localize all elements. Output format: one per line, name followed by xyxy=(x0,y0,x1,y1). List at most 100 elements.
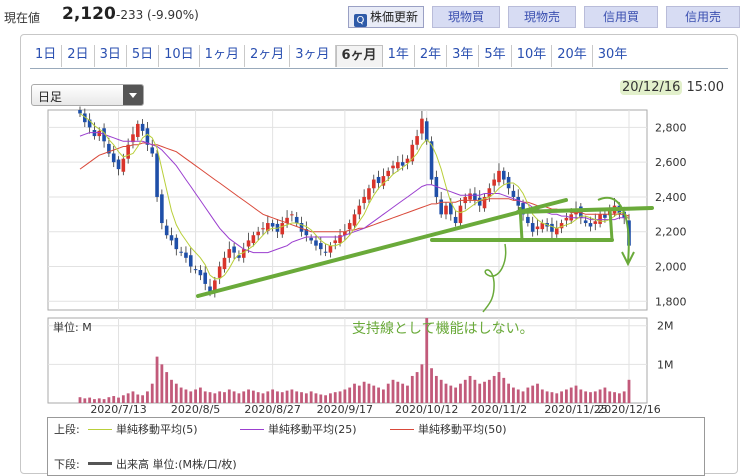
candle-body xyxy=(184,252,188,258)
volume-bar xyxy=(579,389,583,403)
volume-bar xyxy=(184,389,188,403)
candle-body xyxy=(169,235,174,241)
legend-upper-label: 上段: xyxy=(54,423,80,436)
period-select[interactable]: 日足 xyxy=(31,84,144,106)
volume-bar xyxy=(381,389,385,403)
volume-bar xyxy=(276,391,279,403)
volume-bar xyxy=(146,391,149,403)
volume-y-tick: 1M xyxy=(657,358,674,371)
candle-body xyxy=(497,170,501,183)
candle-body xyxy=(362,196,366,204)
range-tab-10[interactable]: 2年 xyxy=(415,45,448,67)
volume-bar xyxy=(256,392,260,403)
volume-bar xyxy=(247,389,250,403)
price-y-tick: 1,800 xyxy=(655,295,687,308)
legend-ma5: 単純移動平均(5) xyxy=(88,421,198,437)
candle-body xyxy=(241,249,246,258)
candle-body xyxy=(318,243,323,250)
chart-timestamp: 20/12/16 15:00 xyxy=(620,80,724,95)
range-tab-9[interactable]: 1年 xyxy=(383,45,415,67)
volume-bar xyxy=(88,397,92,403)
volume-bar xyxy=(420,364,424,403)
range-tab-13[interactable]: 10年 xyxy=(512,45,553,67)
volume-bar xyxy=(536,383,539,403)
candle-body xyxy=(107,143,111,154)
range-tab-1[interactable]: 2日 xyxy=(62,45,95,67)
range-tab-5[interactable]: 1ヶ月 xyxy=(200,45,245,67)
callout-line-drawing xyxy=(482,243,507,313)
candle-body xyxy=(78,110,82,114)
volume-bar xyxy=(560,391,563,403)
legend-lower-label: 下段: xyxy=(54,458,80,471)
candle-body xyxy=(126,144,130,159)
refresh-icon: Q xyxy=(353,14,367,27)
volume-bar xyxy=(410,375,414,403)
volume-bar xyxy=(487,379,491,403)
volume-bar xyxy=(174,383,178,403)
range-tab-3[interactable]: 5日 xyxy=(127,45,160,67)
candle-body xyxy=(487,188,492,197)
candle-body xyxy=(444,205,448,215)
range-tabs: 1日 2日 3日 5日 10日 1ヶ月 2ヶ月 3ヶ月 6ヶ月 1年 2年 3年 5年 10年 20年 30年 xyxy=(30,45,632,67)
volume-bar xyxy=(121,395,125,403)
cash-sell-button[interactable]: 現物売 xyxy=(508,6,576,28)
range-tab-7[interactable]: 3ヶ月 xyxy=(290,45,336,67)
cash-buy-button[interactable]: 現物買 xyxy=(432,6,500,28)
volume-bar xyxy=(353,383,356,403)
candle-body xyxy=(290,214,294,216)
volume-bar xyxy=(304,393,308,403)
volume-bar xyxy=(473,379,477,403)
volume-bar xyxy=(593,391,597,403)
candle-body xyxy=(593,221,598,224)
candle-body xyxy=(492,179,496,186)
volume-bar xyxy=(444,383,448,403)
price-y-tick: 2,200 xyxy=(655,226,687,239)
candle-body xyxy=(217,266,222,278)
candle-body xyxy=(511,190,516,197)
candle-body xyxy=(381,176,386,186)
volume-bar xyxy=(309,391,313,403)
candle-body xyxy=(150,147,155,154)
candle-body xyxy=(111,153,116,163)
candle-body xyxy=(270,223,275,227)
volume-bar xyxy=(189,391,193,403)
volume-bar xyxy=(468,375,472,403)
legend-volume: 出来高 単位:(M株/口/枚) xyxy=(88,456,237,472)
candle-body xyxy=(285,217,289,224)
legend-ma25: 単純移動平均(25) xyxy=(240,421,357,437)
range-tab-12[interactable]: 5年 xyxy=(479,45,512,67)
candle-body xyxy=(131,134,135,143)
volume-bar xyxy=(203,391,207,403)
candle-body xyxy=(116,159,121,170)
range-tab-15[interactable]: 30年 xyxy=(597,47,628,62)
legend-ma50: 単純移動平均(50) xyxy=(390,421,507,437)
range-tab-11[interactable]: 3年 xyxy=(447,45,480,67)
legend-ma25-label: 単純移動平均(25) xyxy=(268,423,357,436)
candle-body xyxy=(97,130,102,137)
volume-bar xyxy=(516,389,520,403)
x-tick-label: 2020/11/2 xyxy=(471,403,527,416)
range-tab-6[interactable]: 2ヶ月 xyxy=(245,45,291,67)
range-tab-0[interactable]: 1日 xyxy=(30,45,63,67)
volume-bar xyxy=(574,385,578,403)
volume-bar xyxy=(266,391,270,403)
candle-body xyxy=(449,203,453,215)
range-tab-8[interactable]: 6ヶ月 xyxy=(335,45,383,67)
volume-bar xyxy=(126,393,130,403)
range-tab-4[interactable]: 10日 xyxy=(159,45,200,67)
margin-buy-button[interactable]: 信用買 xyxy=(584,6,658,28)
candle-body xyxy=(140,123,145,131)
volume-bar xyxy=(107,397,111,403)
volume-bar xyxy=(194,389,197,403)
range-tab-14[interactable]: 20年 xyxy=(552,45,593,67)
range-tab-2[interactable]: 3日 xyxy=(95,45,127,67)
candle-body xyxy=(328,245,333,253)
candle-body xyxy=(203,272,208,284)
volume-bar xyxy=(531,385,535,403)
volume-bar xyxy=(102,399,106,403)
volume-bar xyxy=(564,389,568,403)
volume-bar xyxy=(136,394,140,403)
refresh-quote-button[interactable]: Q 株価更新 xyxy=(348,6,424,28)
margin-sell-button[interactable]: 信用売 xyxy=(666,6,740,28)
